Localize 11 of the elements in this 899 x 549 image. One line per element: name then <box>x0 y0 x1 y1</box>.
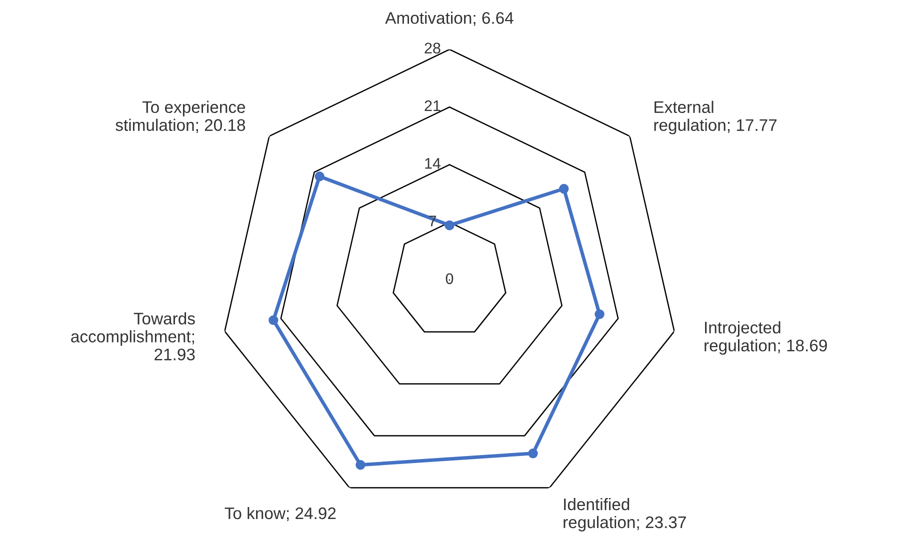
spoke-label: To know; 24.92 <box>224 506 336 522</box>
spoke-label: Amotivation; 6.64 <box>385 12 514 26</box>
y-tick-label: 14 <box>425 158 441 169</box>
y-tick-label: 21 <box>424 100 440 112</box>
y-tick-label: 0 <box>446 273 454 284</box>
spoke-label: To experience stimulation; 20.18 <box>116 100 246 133</box>
spoke-label: Towards accomplishment; 21.93 <box>71 312 195 360</box>
spoke-label: External regulation; 17.77 <box>654 100 777 134</box>
y-tick-label: 28 <box>424 42 440 54</box>
spoke-label: Identified regulation; 23.37 <box>564 498 686 532</box>
spoke-label: Introjected regulation; 18.69 <box>704 321 827 355</box>
